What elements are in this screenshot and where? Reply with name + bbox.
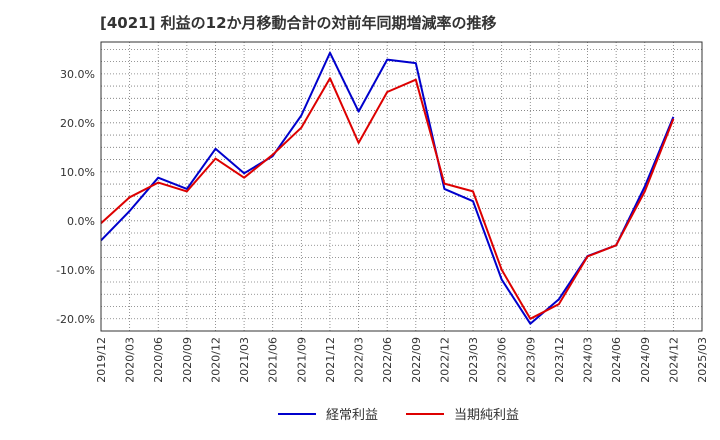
x-tick-label: 2023/09: [524, 337, 537, 383]
x-tick-label: 2019/12: [95, 337, 108, 383]
plot-area: [101, 42, 702, 331]
x-tick-label: 2023/06: [496, 337, 509, 383]
y-tick-label: 20.0%: [60, 117, 95, 130]
x-tick-label: 2025/03: [696, 337, 709, 383]
x-tick-label: 2020/09: [181, 337, 194, 383]
plot-border: [100, 41, 703, 332]
x-tick-label: 2021/06: [267, 337, 280, 383]
x-tick-label: 2021/09: [295, 337, 308, 383]
x-tick-label: 2024/12: [667, 337, 680, 383]
x-tick-label: 2024/09: [639, 337, 652, 383]
legend-item-net-profit: 当期純利益: [406, 404, 519, 423]
x-tick-label: 2024/06: [610, 337, 623, 383]
chart-title: [4021] 利益の12か月移動合計の対前年同期増減率の推移: [100, 14, 497, 32]
x-tick-label: 2024/03: [582, 337, 595, 383]
legend-label-net-profit: 当期純利益: [454, 408, 520, 423]
x-tick-label: 2021/12: [324, 337, 337, 383]
y-tick-label: 0.0%: [67, 215, 95, 228]
chart-legend: 経常利益 当期純利益: [0, 404, 720, 426]
x-tick-label: 2022/06: [381, 337, 394, 383]
legend-item-ordinary-profit: 経常利益: [278, 404, 378, 423]
x-tick-label: 2023/12: [553, 337, 566, 383]
x-tick-label: 2021/03: [238, 337, 251, 383]
x-tick-label: 2022/12: [438, 337, 451, 383]
x-tick-label: 2020/06: [152, 337, 165, 383]
y-tick-label: -10.0%: [56, 264, 95, 277]
x-tick-label: 2023/03: [467, 337, 480, 383]
x-tick-label: 2020/12: [209, 337, 222, 383]
x-tick-label: 2022/03: [353, 337, 366, 383]
legend-swatch-ordinary-profit: [278, 412, 316, 415]
x-tick-label: 2022/09: [410, 337, 423, 383]
legend-swatch-net-profit: [406, 412, 444, 415]
y-tick-label: -20.0%: [56, 313, 95, 326]
series-line-net-profit: [100, 77, 675, 320]
y-tick-label: 10.0%: [60, 166, 95, 179]
legend-label-ordinary-profit: 経常利益: [326, 408, 379, 423]
y-tick-label: 30.0%: [60, 68, 95, 81]
x-tick-label: 2020/03: [124, 337, 137, 383]
